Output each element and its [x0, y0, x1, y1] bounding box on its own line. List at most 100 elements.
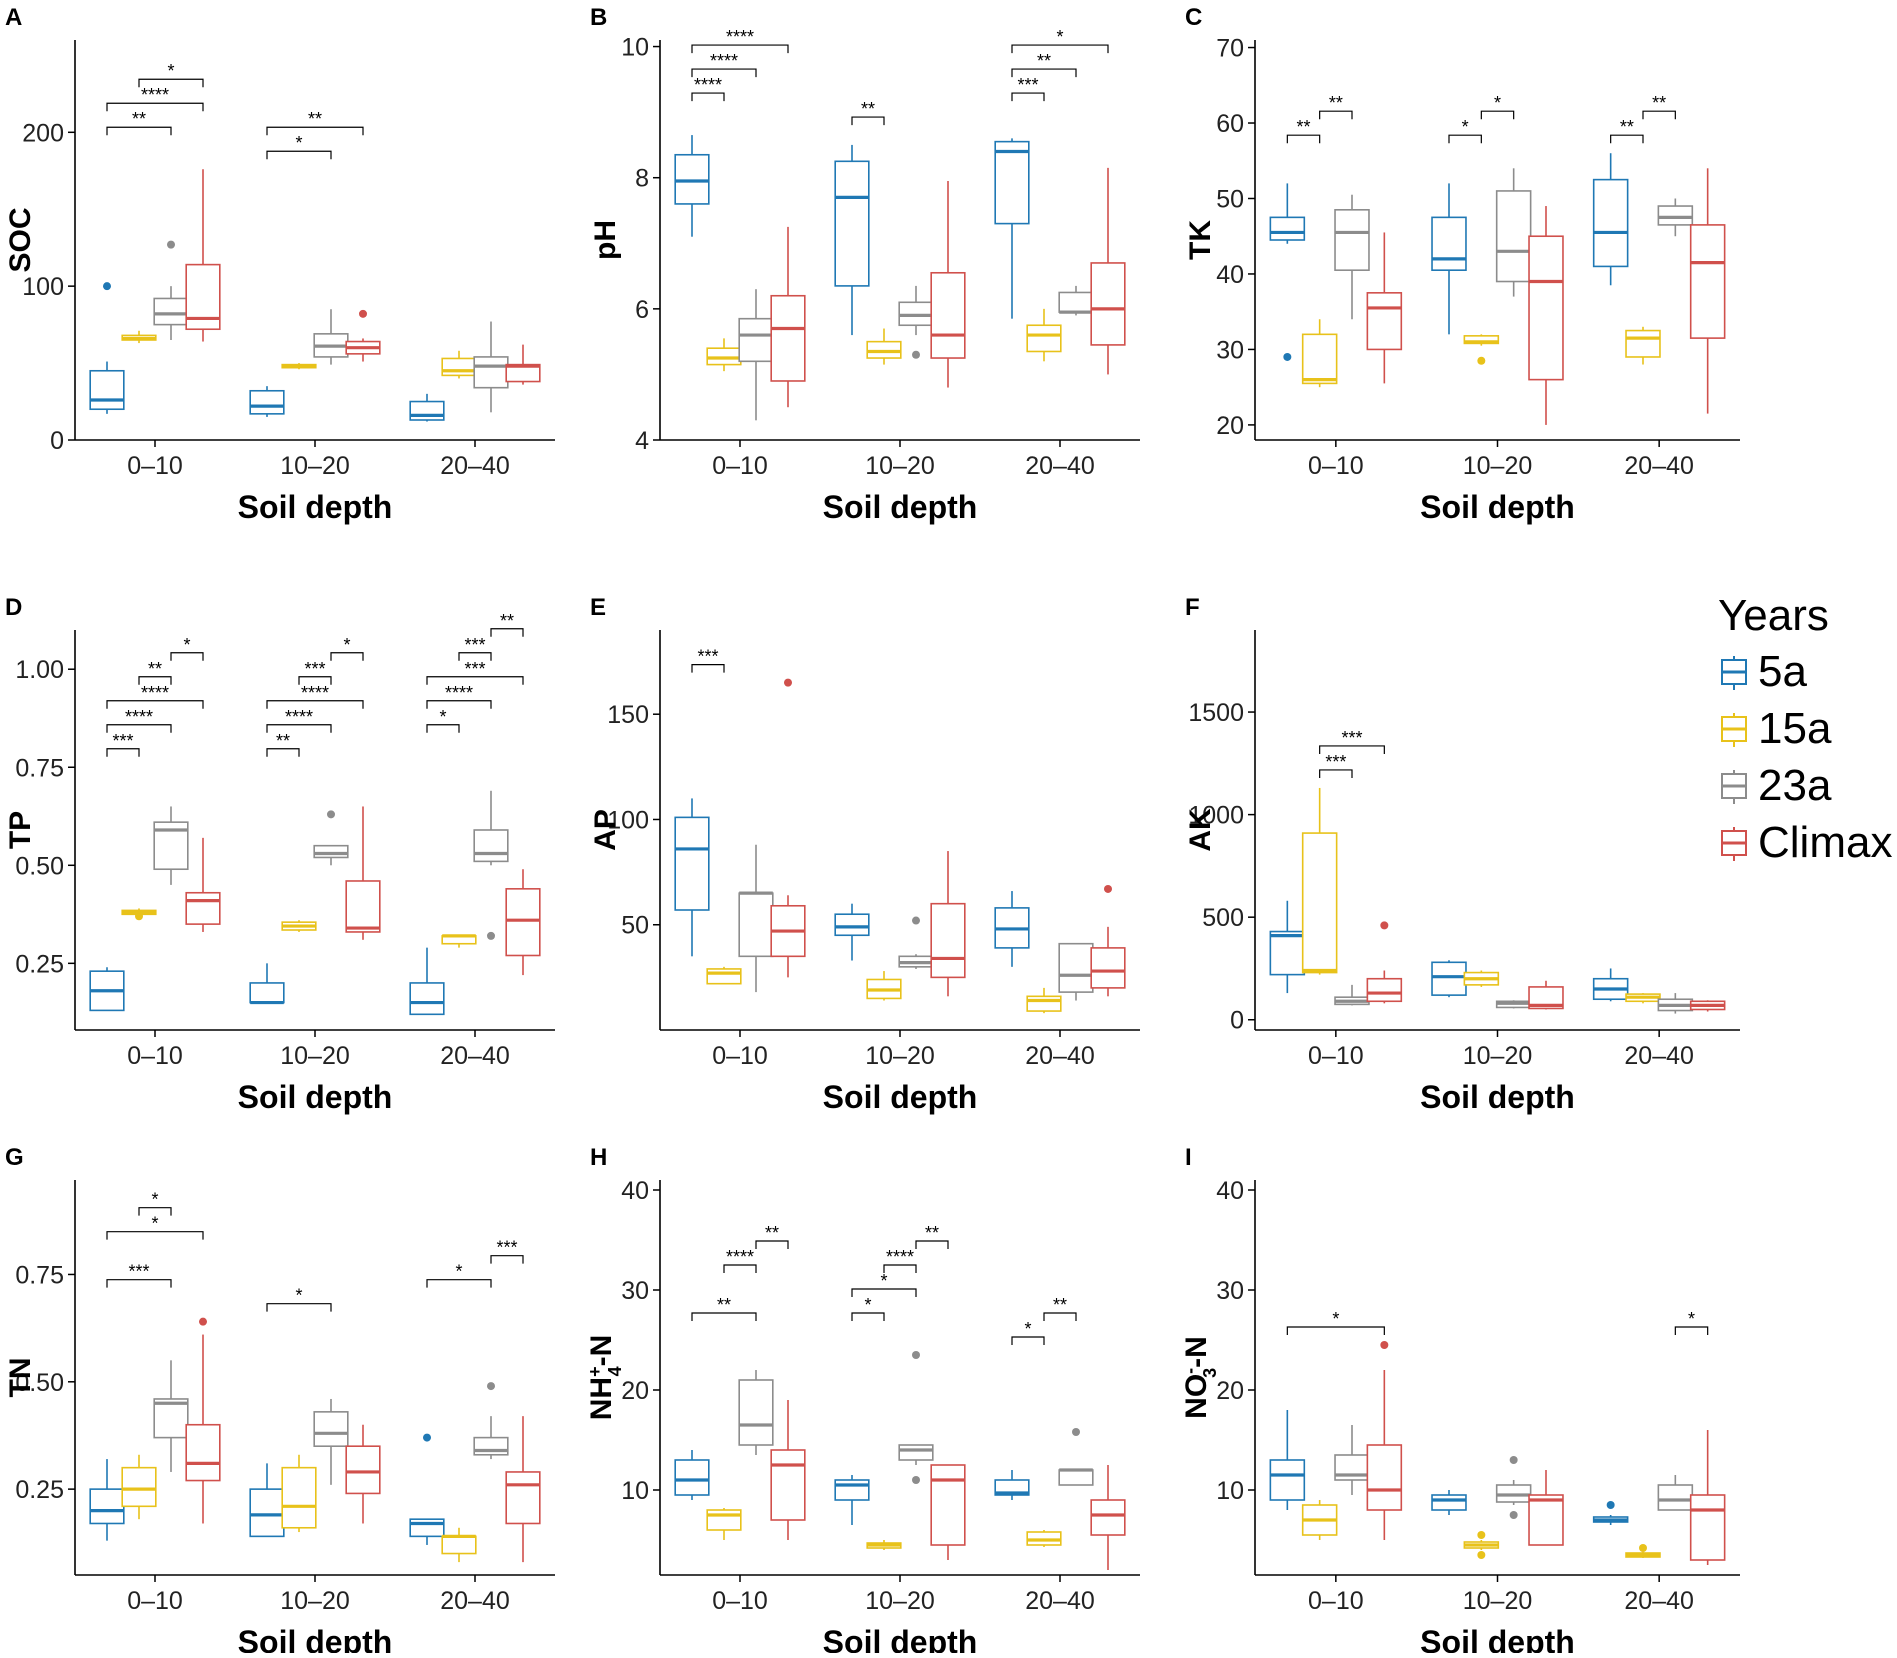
significance-bracket: * — [170, 635, 204, 661]
box-iqr — [1269, 930, 1306, 976]
box-iqr — [505, 1471, 541, 1525]
x-tick-label: 0–10 — [1308, 1042, 1364, 1070]
significance-bracket: *** — [298, 659, 332, 685]
outlier-point — [1477, 1551, 1486, 1559]
bracket-line — [458, 652, 492, 661]
legend-item-23a: 23a — [1721, 761, 1832, 810]
significance-label: ** — [1652, 93, 1666, 113]
y-axis-title: TP — [4, 811, 37, 849]
bracket-line — [426, 676, 524, 685]
y-tick-label: 150 — [607, 701, 649, 729]
x-tick-label: 20–40 — [1624, 452, 1694, 480]
box-5a — [1269, 1410, 1306, 1510]
panel-f: F 0 500 1000 1500 0–10 10–20 20–40 Soil depth AK *… — [1184, 594, 1740, 1115]
x-axis-title: Soil depth — [823, 489, 978, 525]
legend-label: 15a — [1758, 704, 1832, 753]
box-iqr — [473, 1436, 509, 1456]
y-tick-label: 0.25 — [15, 1476, 64, 1504]
x-axis-title: Soil depth — [1420, 1079, 1575, 1115]
y-tick-label: 100 — [22, 273, 64, 301]
box-23a — [738, 289, 774, 421]
y-tick-label: 0 — [50, 427, 64, 455]
panel-d: D 0.25 0.50 0.75 1.00 0–10 10–20 20–40 Soil dept… — [4, 594, 555, 1115]
box-climax — [505, 869, 541, 976]
significance-label: * — [183, 635, 190, 655]
y-axis-title: NO-3-N — [1180, 1336, 1220, 1419]
box-15a — [1625, 1544, 1661, 1558]
significance-bracket: **** — [691, 51, 757, 78]
panel-e: E 50 100 150 0–10 10–20 20–40 Soil depth AP *** — [589, 594, 1140, 1115]
bracket-line — [266, 150, 332, 160]
box-23a — [1334, 1425, 1370, 1495]
box-iqr — [1058, 291, 1094, 313]
significance-label: * — [455, 1262, 462, 1282]
box-iqr — [345, 880, 381, 933]
box-5a — [409, 393, 445, 422]
box-5a — [1431, 183, 1467, 335]
box-5a — [89, 282, 125, 414]
x-tick-label: 20–40 — [440, 452, 510, 480]
x-tick-label: 0–10 — [127, 1042, 183, 1070]
bracket-line — [1286, 1326, 1385, 1335]
significance-label: *** — [1341, 728, 1362, 748]
y-tick-label: 1.00 — [15, 656, 64, 684]
box-iqr — [930, 902, 966, 979]
box-iqr — [1431, 961, 1467, 996]
bracket-line — [1642, 110, 1676, 120]
box-5a — [89, 967, 125, 1012]
significance-label: * — [1024, 1319, 1031, 1339]
box-iqr — [674, 1459, 710, 1496]
box-5a — [249, 386, 285, 417]
significance-label: * — [439, 707, 446, 727]
significance-label: **** — [726, 1247, 754, 1267]
box-iqr — [834, 913, 870, 937]
y-axis-title-part: 4 — [605, 1366, 625, 1376]
significance-bracket: * — [266, 1286, 332, 1312]
box-iqr — [185, 1423, 221, 1482]
bracket-line — [138, 676, 172, 685]
panel-letter: C — [1185, 4, 1202, 31]
bracket-line — [106, 700, 204, 709]
significance-bracket: ** — [138, 659, 172, 685]
box-climax — [1090, 1465, 1126, 1570]
significance-label: ** — [1296, 117, 1310, 137]
significance-bracket: *** — [490, 1238, 524, 1264]
x-axis-title: Soil depth — [1420, 489, 1575, 525]
significance-bracket: *** — [691, 647, 725, 673]
y-tick-label: 40 — [1216, 261, 1244, 289]
significance-bracket: ** — [490, 611, 524, 637]
box-iqr — [249, 389, 285, 415]
bracket-line — [691, 664, 725, 673]
box-iqr — [249, 1488, 285, 1538]
box-iqr — [1689, 1494, 1726, 1561]
box-15a — [441, 350, 477, 379]
y-tick-label: 10 — [621, 34, 649, 62]
box-climax — [1366, 921, 1403, 1004]
significance-label: * — [1332, 1309, 1339, 1329]
box-5a — [409, 1433, 445, 1545]
box-iqr — [185, 891, 221, 925]
significance-label: **** — [710, 51, 738, 71]
box-climax — [930, 180, 966, 388]
box-15a — [1026, 1530, 1062, 1547]
significance-bracket: *** — [426, 659, 524, 685]
box-iqr — [770, 294, 806, 382]
bracket-line — [1319, 745, 1385, 754]
box-iqr — [770, 1449, 806, 1521]
box-5a — [1269, 900, 1306, 994]
box-23a — [473, 321, 509, 413]
significance-label: *** — [1017, 75, 1038, 95]
outlier-point — [1104, 884, 1112, 893]
y-axis-title: SOC — [4, 207, 37, 272]
outlier-point — [199, 1317, 207, 1326]
legend-label: 5a — [1758, 647, 1807, 696]
box-23a — [1495, 168, 1532, 297]
box-23a — [473, 1382, 509, 1460]
outlier-point — [1639, 1544, 1647, 1552]
box-23a — [1058, 942, 1094, 1001]
box-climax — [770, 226, 806, 408]
significance-label: ** — [1620, 117, 1634, 137]
y-tick-label: 4 — [635, 427, 649, 455]
